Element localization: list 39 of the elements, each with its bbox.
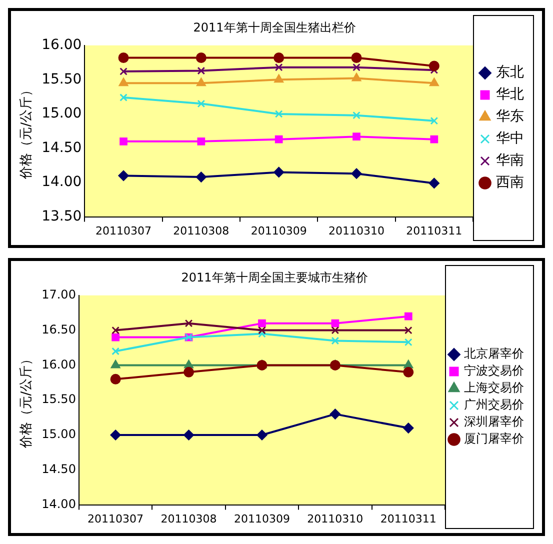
x-tick-label: 20110308: [173, 224, 230, 238]
legend-label: 上海交易价: [464, 380, 524, 395]
x-tick-label: 20110310: [307, 512, 364, 526]
x-tick-label: 20110311: [406, 224, 462, 238]
x-tick-label: 20110311: [380, 512, 436, 526]
y-tick-label: 16.00: [42, 357, 76, 372]
x-tick-label: 20110309: [250, 224, 307, 238]
y-tick-label: 15.00: [42, 106, 82, 122]
legend-label: 西南: [496, 174, 524, 191]
y-tick-label: 16.50: [42, 322, 76, 336]
y-tick-label: 17.00: [42, 288, 76, 302]
legend-label: 华南: [496, 152, 524, 169]
y-tick-label: 15.50: [42, 392, 76, 406]
legend-label: 宁波交易价: [464, 364, 524, 378]
y-tick-label: 14.50: [42, 462, 76, 476]
chart-title: 2011年第十周全国生猪出栏价: [193, 20, 356, 34]
y-tick-label: 16.00: [42, 37, 82, 54]
y-tick-label: 14.00: [42, 496, 76, 511]
y-tick-label: 14.00: [42, 174, 82, 190]
legend-label: 深圳屠宰价: [464, 414, 524, 429]
legend-label: 北京屠宰价: [464, 346, 524, 361]
y-axis-title: 价格（元/公斤）: [19, 83, 34, 180]
legend-label: 广州交易价: [464, 398, 524, 412]
chart-title: 2011年第十周全国主要城市生猪价: [181, 270, 368, 284]
y-tick-label: 14.50: [42, 140, 82, 156]
y-axis-title: 价格（元/公斤）: [19, 352, 34, 449]
legend-label: 东北: [496, 64, 524, 81]
legend-label: 华东: [496, 108, 524, 125]
y-tick-label: 15.00: [42, 427, 76, 442]
y-tick-label: 15.50: [42, 71, 82, 88]
legend-label: 华中: [496, 130, 524, 147]
x-tick-label: 20110307: [88, 512, 144, 526]
legend-label: 华北: [496, 86, 524, 103]
x-tick-label: 20110307: [96, 224, 152, 238]
x-tick-label: 20110308: [160, 512, 217, 526]
x-tick-label: 20110310: [328, 224, 385, 238]
y-tick-label: 13.50: [42, 208, 82, 224]
x-tick-label: 20110309: [234, 512, 290, 526]
legend-label: 厦门屠宰价: [464, 432, 524, 446]
